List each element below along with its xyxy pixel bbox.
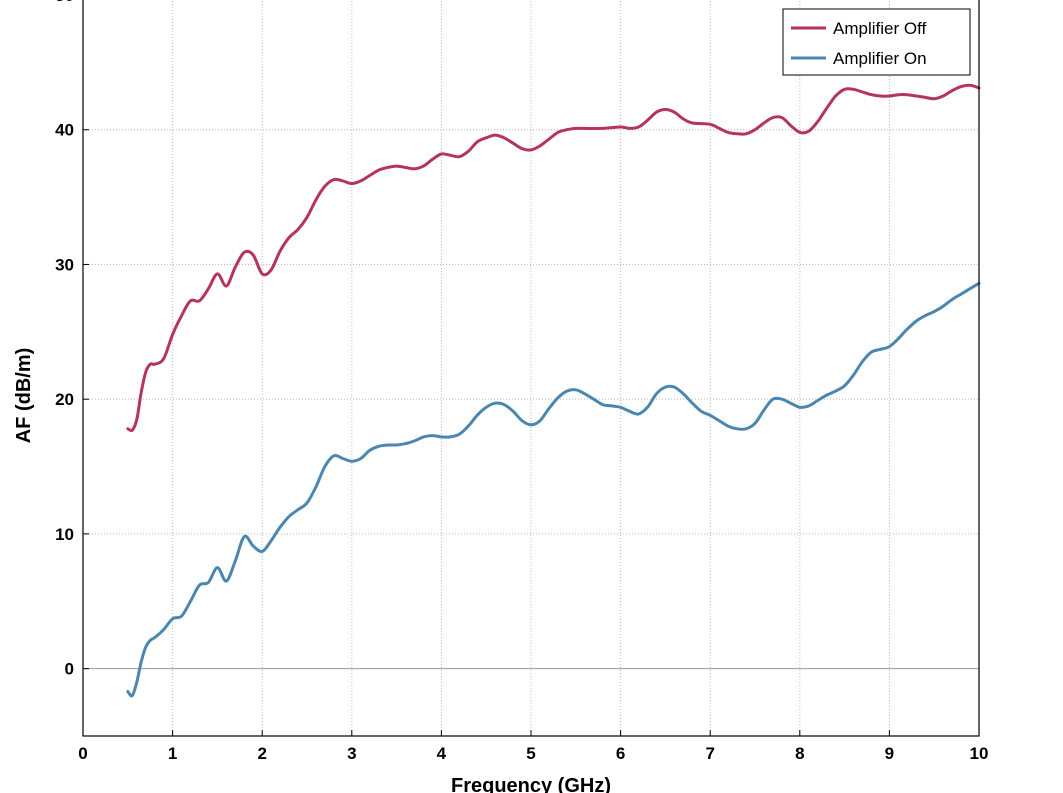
- series-lines: [126, 83, 981, 698]
- x-tick-label: 7: [705, 744, 714, 763]
- x-tick-label: 0: [78, 744, 87, 763]
- x-axis-title: Frequency (GHz): [451, 775, 611, 793]
- y-axis-title: AF (dB/m): [13, 348, 35, 444]
- x-tick-label: 6: [616, 744, 625, 763]
- y-tick-label: 30: [55, 255, 74, 274]
- y-tick-label: 10: [55, 525, 74, 544]
- y-tick-label: 20: [55, 390, 74, 409]
- legend-label-amplifier-off: Amplifier Off: [833, 19, 926, 38]
- series-line-amplifier-on: [126, 281, 981, 698]
- y-tick-label: 50: [55, 0, 74, 5]
- x-tick-label: 1: [168, 744, 177, 763]
- x-tick-label: 2: [257, 744, 266, 763]
- x-tick-label: 3: [347, 744, 356, 763]
- series-line-amplifier-off: [126, 83, 981, 433]
- legend: Amplifier Off Amplifier On: [782, 8, 971, 76]
- x-tick-label: 4: [437, 744, 447, 763]
- y-tick-label: 40: [55, 121, 74, 140]
- x-tick-label: 5: [526, 744, 535, 763]
- legend-label-amplifier-on: Amplifier On: [833, 49, 927, 68]
- grid-lines: [83, 0, 979, 736]
- x-tick-label: 9: [885, 744, 894, 763]
- legend-box: [782, 8, 971, 76]
- x-tick-label: 8: [795, 744, 804, 763]
- axis-ticks: 0 1 2 3 4 5 6 7 8 9 10 0 10 20 30 40 50: [55, 0, 988, 763]
- y-tick-label: 0: [65, 660, 74, 679]
- x-tick-label: 10: [970, 744, 989, 763]
